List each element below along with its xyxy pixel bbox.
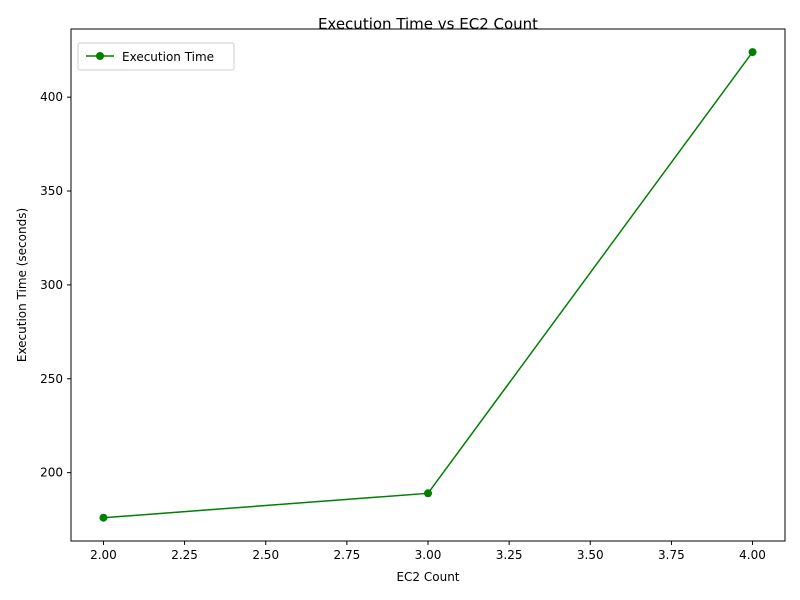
x-tick-label: 2.50 xyxy=(252,548,279,562)
y-axis-ticks: 200 250 300 350 400 xyxy=(40,90,71,480)
series-layer xyxy=(99,48,757,522)
legend: Execution Time xyxy=(77,42,235,71)
x-tick-label: 2.00 xyxy=(90,548,117,562)
legend-marker-swatch xyxy=(96,52,104,60)
x-tick-label: 3.00 xyxy=(415,548,442,562)
legend-label: Execution Time xyxy=(122,50,214,64)
y-tick-label: 400 xyxy=(40,90,63,104)
data-point xyxy=(748,48,757,57)
x-axis-ticks: 2.00 2.25 2.50 2.75 3.00 3.25 3.50 3.75 4.00 xyxy=(90,541,766,562)
x-tick-label: 2.25 xyxy=(171,548,198,562)
y-tick-label: 300 xyxy=(40,278,63,292)
plot-frame xyxy=(70,28,786,542)
y-axis-label: Execution Time (seconds) xyxy=(15,208,29,362)
data-point xyxy=(99,513,108,522)
data-point xyxy=(424,489,432,498)
y-tick-label: 250 xyxy=(40,372,63,386)
legend-frame xyxy=(77,42,235,71)
y-tick-label: 350 xyxy=(40,184,63,198)
x-tick-label: 3.50 xyxy=(577,548,604,562)
plot-area xyxy=(71,29,785,541)
x-tick-label: 3.25 xyxy=(496,548,523,562)
x-tick-label: 2.75 xyxy=(334,548,361,562)
x-axis-label: EC2 Count xyxy=(396,570,459,584)
y-tick-label: 200 xyxy=(40,466,63,480)
x-tick-label: 3.75 xyxy=(658,548,685,562)
x-tick-label: 4.00 xyxy=(739,548,766,562)
